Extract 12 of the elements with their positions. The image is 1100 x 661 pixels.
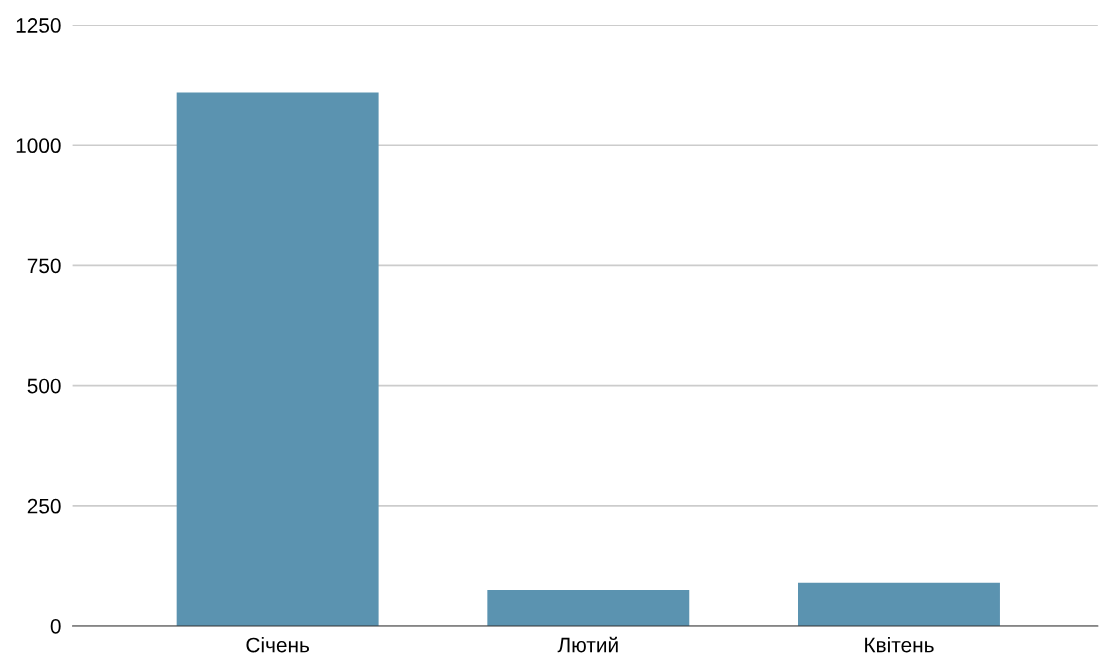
- y-tick-label: 1000: [16, 138, 61, 154]
- x-tick-label: Квітень: [865, 637, 934, 653]
- y-tick-label: 250: [27, 498, 61, 514]
- x-tick-label: Січень: [246, 637, 310, 653]
- y-tick-label: 1250: [16, 18, 61, 33]
- bar: [487, 589, 690, 626]
- y-tick-label: 750: [27, 258, 61, 274]
- bar: [798, 582, 1000, 626]
- bar: [176, 92, 379, 626]
- y-tick-label: 500: [27, 378, 61, 394]
- x-tick-label: Лютий: [557, 636, 618, 653]
- y-tick-label: 0: [50, 618, 61, 634]
